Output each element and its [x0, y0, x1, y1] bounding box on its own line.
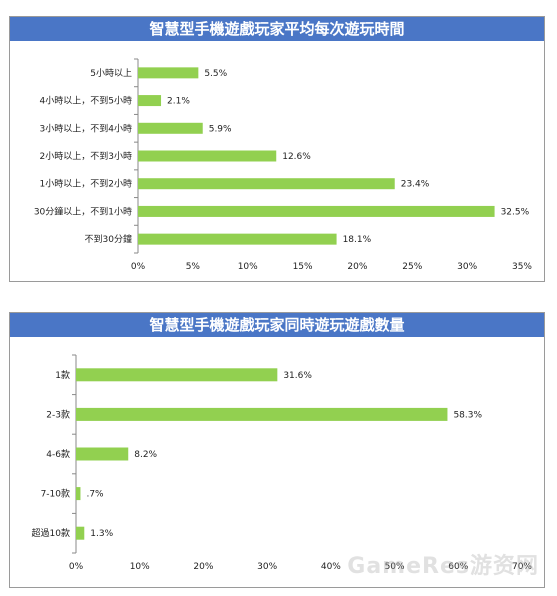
chart-2-bar	[76, 447, 129, 461]
chart-2-value-label: .7%	[86, 490, 104, 500]
chart-1-x-tick-label: 5%	[186, 262, 201, 272]
chart-1-value-label: 18.1%	[343, 235, 372, 245]
chart-2-bar	[76, 407, 448, 421]
chart-1-x-tick-label: 0%	[131, 262, 146, 272]
chart-2-x-tick-label: 50%	[385, 562, 405, 572]
chart-1-bar	[138, 150, 277, 162]
chart-1-x-tick-label: 30%	[457, 262, 477, 272]
chart-2-x-tick-label: 70%	[512, 562, 532, 572]
chart-1-x-tick-label: 20%	[347, 262, 367, 272]
chart-1-value-label: 32.5%	[501, 207, 530, 217]
chart-1-bar	[138, 233, 337, 245]
chart-1-x-tick-label: 15%	[293, 262, 313, 272]
chart-2-bar	[76, 368, 278, 382]
chart-1-value-label: 5.9%	[209, 124, 232, 134]
chart-1-value-label: 23.4%	[401, 180, 430, 190]
chart-2-value-label: 31.6%	[283, 371, 312, 381]
chart-2-category-label: 1款	[55, 369, 70, 381]
chart-1-bar	[138, 205, 495, 217]
chart-2-category-label: 超過10款	[32, 527, 70, 539]
chart-2-x-tick-label: 20%	[193, 562, 213, 572]
chart-1-category-label: 3小時以上，不到4小時	[40, 122, 132, 134]
chart-2-category-label: 7-10款	[41, 488, 70, 500]
chart-2-bar	[76, 526, 85, 540]
chart-2-title: 智慧型手機遊戲玩家同時遊玩遊戲數量	[10, 313, 544, 337]
chart-1-value-label: 5.5%	[204, 69, 227, 79]
chart-1-category-label: 30分鐘以上，不到1小時	[34, 205, 132, 217]
chart-1-bar	[138, 178, 395, 190]
chart-1-bar	[138, 95, 162, 107]
chart-1-x-tick-label: 10%	[238, 262, 258, 272]
chart-2-x-tick-label: 30%	[257, 562, 277, 572]
chart-2-value-label: 58.3%	[453, 410, 482, 420]
chart-2-plot: 1款 31.6% 2-3款 58.3% 4-6款 8.2% 7-10款 .7% 超過10款 1.3…	[32, 354, 532, 572]
chart-1-bar	[138, 67, 199, 79]
chart-2-value-label: 1.3%	[90, 529, 113, 539]
chart-2-x-tick-label: 60%	[448, 562, 468, 572]
chart-2-x-tick-label: 10%	[130, 562, 150, 572]
chart-1-category-label: 1小時以上，不到2小時	[40, 178, 132, 190]
chart-2-bar	[76, 487, 81, 501]
chart-2-category-label: 4-6款	[46, 448, 70, 460]
chart-2-value-label: 8.2%	[134, 450, 157, 460]
chart-1-bar	[138, 122, 203, 134]
chart-1-value-label: 12.6%	[282, 152, 311, 162]
chart-1-category-label: 不到30分鐘	[85, 233, 132, 245]
chart-1-plot: 5小時以上 5.5% 4小時以上，不到5小時 2.1% 3小時以上，不到4小時 5.9% 2…	[34, 58, 532, 272]
chart-panel-2: 智慧型手機遊戲玩家同時遊玩遊戲數量 1款 31.6% 2-3款 58.3% 4-6款 8.…	[9, 312, 545, 588]
chart-1-x-tick-label: 35%	[512, 262, 532, 272]
chart-1-category-label: 5小時以上	[90, 68, 132, 79]
chart-1-category-label: 4小時以上，不到5小時	[40, 95, 132, 107]
chart-2-x-tick-label: 0%	[69, 562, 84, 572]
watermark: GameRes游资网	[347, 554, 539, 579]
chart-1-value-label: 2.1%	[167, 97, 190, 107]
chart-1-title: 智慧型手機遊戲玩家平均每次遊玩時間	[10, 17, 544, 41]
chart-1-x-tick-label: 25%	[402, 262, 422, 272]
chart-2-x-tick-label: 40%	[321, 562, 341, 572]
chart-panel-1: 智慧型手機遊戲玩家平均每次遊玩時間 5小時以上 5.5% 4小時以上，不到5小時 2.…	[9, 16, 545, 282]
chart-2-category-label: 2-3款	[46, 408, 70, 420]
chart-1-category-label: 2小時以上，不到3小時	[40, 150, 132, 162]
